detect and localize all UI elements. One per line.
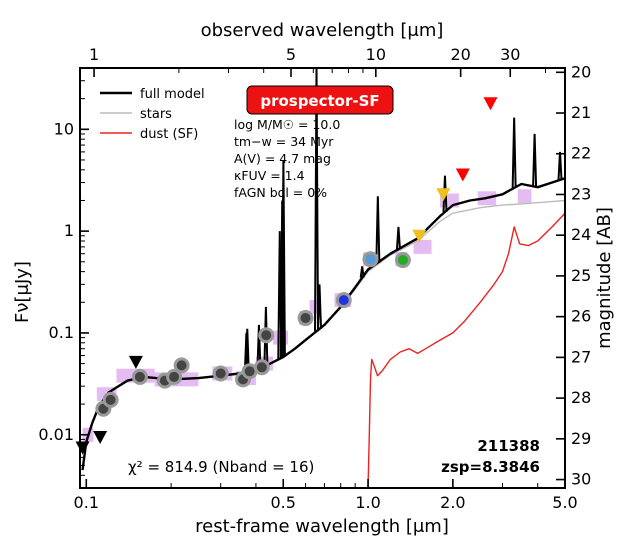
fit-parameter-line: A(V) = 4.7 mag [234, 151, 331, 166]
emission-line [244, 328, 250, 372]
fit-parameter-line: κFUV = 1.4 [234, 168, 305, 183]
emission-line [314, 68, 320, 332]
top-tick-label: 30 [500, 45, 520, 64]
y-tick-label: 1 [64, 221, 74, 240]
chi-squared-text: χ² = 814.9 (Nband = 16) [128, 458, 314, 476]
emission-line [395, 226, 401, 250]
model-photometry-point [258, 327, 275, 344]
emission-line [557, 151, 563, 181]
mag-tick-label: 22 [571, 144, 591, 163]
mag-tick-label: 26 [571, 307, 591, 326]
detection-point [394, 252, 411, 269]
fit-parameters: log M/M☉ = 10.0 tm−w = 34 Myr A(V) = 4.7 m… [234, 117, 340, 200]
series-line-full-model [81, 177, 565, 471]
legend-label: stars [140, 107, 172, 122]
model-photometry-point [297, 310, 314, 327]
object-id: 211388 [477, 437, 540, 455]
legend-label: dust (SF) [140, 127, 198, 142]
detection-point [362, 251, 379, 268]
emission-line [359, 266, 365, 278]
model-photometry-point [131, 368, 148, 385]
mag-tick-label: 27 [571, 347, 591, 366]
fit-parameter-line: fAGN bol = 0% [234, 185, 327, 200]
mag-tick-label: 30 [571, 470, 591, 489]
mag-tick-label: 28 [571, 388, 591, 407]
model-photometry-point [253, 359, 270, 376]
x-tick-label: 5.0 [552, 493, 577, 512]
y-tick-label: 0.01 [38, 425, 74, 444]
top-axis-title: observed wavelength [μm] [201, 20, 444, 41]
emission-line [532, 133, 538, 187]
plot-background [80, 68, 565, 488]
top-tick-label: 1 [89, 45, 99, 64]
model-badge-box [246, 85, 394, 115]
x-tick-label: 0.5 [271, 493, 296, 512]
filter-bar [413, 239, 432, 254]
upper-limit-marker [93, 431, 108, 445]
detection-point [335, 292, 352, 309]
filter-bar [309, 299, 318, 314]
top-tick-label: 20 [450, 45, 470, 64]
mag-tick-label: 25 [571, 266, 591, 285]
filter-bar [517, 189, 532, 204]
mag-tick-label: 23 [571, 184, 591, 203]
x-tick-label: 1.0 [355, 493, 380, 512]
emission-line [316, 284, 322, 329]
y-tick-label: 0.1 [49, 323, 74, 342]
mag-tick-label: 21 [571, 103, 591, 122]
fit-parameter-line: tm−w = 34 Myr [234, 134, 334, 149]
model-photometry-point [102, 391, 119, 408]
y-tick-label: 10 [54, 119, 74, 138]
model-badge: prospector-SF [246, 85, 394, 115]
emission-line [511, 117, 517, 188]
upper-limit-marker [455, 168, 470, 182]
upper-limit-marker [436, 188, 451, 202]
legend: full model stars dust (SF) [100, 87, 205, 142]
emission-line [256, 324, 262, 369]
right-axis-title: magnitude [AB] [594, 207, 615, 349]
model-photometry-point [212, 365, 229, 382]
model-photometry-point [166, 368, 183, 385]
y-axis-title: Fν[μJy] [12, 261, 33, 323]
upper-limit-marker [483, 97, 498, 111]
series-line-dust-sf- [367, 212, 565, 488]
spectroscopic-redshift: zsp=8.3846 [441, 458, 540, 476]
emission-line [280, 159, 286, 357]
x-tick-label: 0.1 [74, 493, 99, 512]
x-axis-title: rest-frame wavelength [μm] [195, 516, 449, 537]
top-tick-label: 5 [286, 45, 296, 64]
model-photometry-point [173, 357, 190, 374]
model-badge-text: prospector-SF [260, 92, 379, 110]
mag-tick-label: 20 [571, 62, 591, 81]
fit-parameter-line: log M/M☉ = 10.0 [234, 117, 340, 132]
mag-tick-label: 29 [571, 429, 591, 448]
legend-label: full model [140, 87, 205, 102]
top-tick-label: 10 [366, 45, 386, 64]
x-tick-label: 2.0 [440, 493, 465, 512]
upper-limit-marker [412, 229, 427, 243]
upper-limit-marker [128, 355, 143, 369]
emission-line [375, 196, 381, 263]
mag-tick-label: 24 [571, 225, 591, 244]
plot-frame [79, 67, 566, 489]
emission-line [263, 306, 269, 366]
